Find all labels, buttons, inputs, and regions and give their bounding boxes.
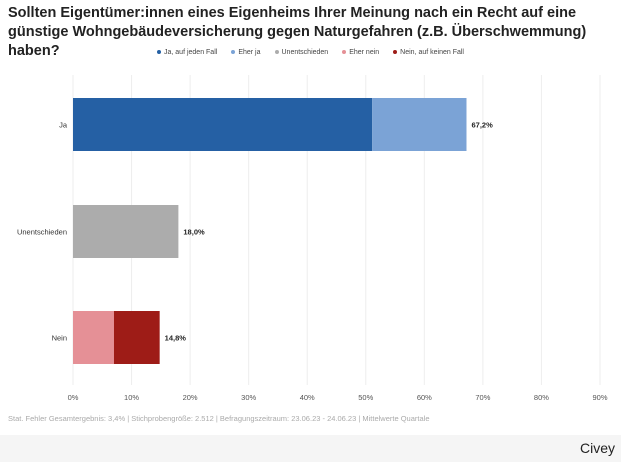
legend-item[interactable]: Ja, auf jeden Fall bbox=[157, 49, 217, 56]
x-tick-label: 20% bbox=[183, 393, 198, 402]
bar-total-label: 18,0% bbox=[183, 228, 205, 237]
chart-title: Sollten Eigentümer:innen eines Eigenheim… bbox=[8, 5, 587, 59]
bar-segment[interactable] bbox=[73, 98, 373, 151]
brand-logo: Civey bbox=[579, 440, 615, 456]
legend-marker bbox=[393, 50, 398, 55]
footer-note: Stat. Fehler Gesamtergebnis: 3,4% | Stic… bbox=[8, 414, 430, 423]
legend-item[interactable]: Nein, auf keinen Fall bbox=[393, 49, 464, 56]
bar-segment[interactable] bbox=[73, 311, 114, 364]
x-tick-label: 0% bbox=[68, 393, 79, 402]
legend-item[interactable]: Unentschieden bbox=[274, 49, 329, 56]
x-tick-label: 60% bbox=[417, 393, 432, 402]
y-category-label: Nein bbox=[52, 334, 67, 343]
legend-marker bbox=[157, 50, 161, 55]
footer-band: Civey bbox=[0, 435, 621, 462]
x-tick-label: 30% bbox=[241, 393, 256, 402]
legend-marker bbox=[342, 50, 347, 55]
y-category-label: Ja bbox=[59, 121, 68, 130]
legend-label: Eher ja bbox=[238, 49, 261, 56]
bar-total-label: 67,2% bbox=[471, 121, 493, 130]
bar-segment[interactable] bbox=[113, 311, 160, 364]
legend-label: Nein, auf keinen Fall bbox=[400, 49, 464, 56]
x-tick-label: 70% bbox=[475, 393, 490, 402]
legend: Ja, auf jeden Fall Eher ja Unentschieden Eh… bbox=[0, 49, 621, 56]
legend-label: Eher nein bbox=[349, 49, 380, 56]
bar-segment[interactable] bbox=[73, 205, 179, 258]
legend-label: Ja, auf jeden Fall bbox=[164, 49, 218, 56]
bar-total-label: 14,8% bbox=[165, 334, 187, 343]
x-tick-label: 50% bbox=[358, 393, 373, 402]
legend-marker bbox=[274, 50, 279, 55]
y-category-label: Unentschieden bbox=[17, 228, 67, 237]
bar-segment[interactable] bbox=[372, 98, 467, 151]
x-tick-label: 10% bbox=[124, 393, 139, 402]
legend-item[interactable]: Eher nein bbox=[342, 49, 379, 56]
x-tick-label: 80% bbox=[534, 393, 549, 402]
x-tick-label: 90% bbox=[592, 393, 607, 402]
legend-label: Unentschieden bbox=[281, 49, 329, 56]
legend-item[interactable]: Eher ja bbox=[231, 49, 261, 56]
x-tick-label: 40% bbox=[300, 393, 315, 402]
legend-marker bbox=[231, 50, 236, 55]
